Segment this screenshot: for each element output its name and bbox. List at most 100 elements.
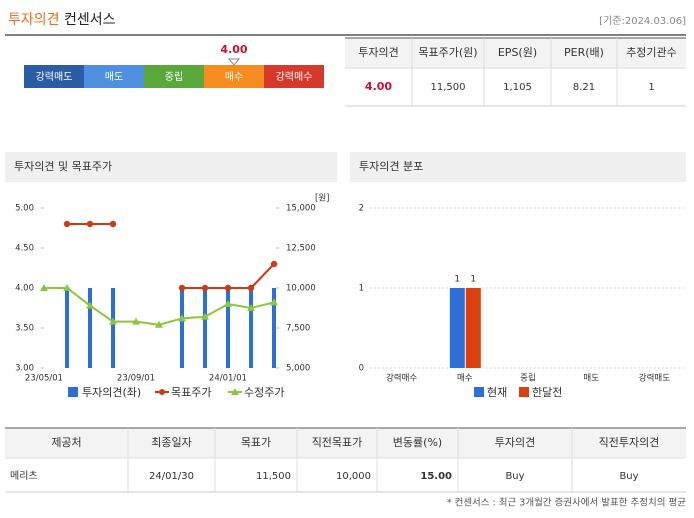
panel-title-bar bbox=[350, 152, 686, 182]
data-label: 1 bbox=[454, 275, 460, 285]
panel-title: 투자의견 분포 bbox=[359, 160, 423, 173]
legend-swatch bbox=[68, 387, 78, 397]
point bbox=[40, 284, 48, 291]
bar bbox=[88, 288, 92, 368]
data-label: 1 bbox=[470, 275, 476, 285]
table-cell: 10,000 bbox=[336, 471, 371, 482]
point bbox=[224, 284, 232, 292]
y-tick-label: 0 bbox=[359, 364, 364, 374]
y-tick-label: 3.50 bbox=[15, 324, 34, 334]
x-tick-label: 23/09/01 bbox=[117, 374, 155, 384]
y-tick-label: 1 bbox=[359, 284, 364, 294]
bar bbox=[449, 288, 465, 368]
bar bbox=[272, 288, 276, 368]
x-tick-label: 24/01/01 bbox=[209, 374, 247, 384]
table-header: PER(배) bbox=[564, 46, 604, 59]
title-main: 컨센서스 bbox=[64, 12, 116, 28]
point bbox=[247, 304, 255, 311]
point bbox=[155, 320, 163, 328]
y2-tick-label: 10,000 bbox=[286, 284, 316, 294]
opinion-label: 중립 bbox=[165, 70, 183, 83]
y-tick-label: 5.00 bbox=[15, 204, 34, 214]
y-tick-label: 3.00 bbox=[15, 364, 34, 374]
point bbox=[178, 284, 186, 292]
point bbox=[132, 317, 140, 325]
table-header: 투자의견 bbox=[495, 436, 535, 449]
bar bbox=[203, 288, 207, 368]
x-tick-label: 매도 bbox=[583, 374, 599, 384]
legend-swatch bbox=[474, 387, 484, 397]
base-date: [기준:2024.03.06] bbox=[599, 15, 686, 27]
page-title: 투자의견 컨센서스 bbox=[8, 12, 116, 28]
table-header: 변동률(%) bbox=[393, 436, 442, 449]
point bbox=[247, 284, 255, 292]
bar bbox=[180, 288, 184, 368]
panel-title: 투자의견 및 목표주가 bbox=[14, 160, 112, 173]
legend-label: 한달전 bbox=[532, 386, 562, 399]
table-header: 투자의견 bbox=[358, 46, 398, 59]
legend-swatch bbox=[519, 387, 529, 397]
point bbox=[201, 284, 209, 292]
legend-marker bbox=[231, 388, 239, 395]
point bbox=[109, 220, 117, 228]
opinion-segment bbox=[264, 65, 324, 88]
table-header: 최종일자 bbox=[151, 435, 191, 449]
point bbox=[270, 298, 278, 306]
y2-tick-label: 7,500 bbox=[286, 324, 310, 334]
footnote: * 컨센서스 : 최근 3개월간 증권사에서 발표한 추정치의 평균 bbox=[447, 497, 686, 509]
legend-label: 투자의견(좌) bbox=[82, 386, 141, 399]
bar bbox=[465, 288, 481, 368]
x-tick-label: 중립 bbox=[520, 374, 536, 384]
table-cell: Buy bbox=[619, 471, 638, 482]
table-header-bg bbox=[345, 38, 686, 68]
table-cell: 4.00 bbox=[365, 80, 392, 93]
x-tick-label: 23/05/01 bbox=[25, 374, 63, 384]
opinion-label: 강력매수 bbox=[276, 71, 313, 83]
legend-label: 현재 bbox=[487, 386, 507, 399]
table-header: 추정기관수 bbox=[626, 46, 677, 59]
point bbox=[270, 260, 278, 268]
y-tick-label: 4.00 bbox=[15, 284, 34, 294]
table-cell: 11,500 bbox=[431, 82, 466, 93]
point bbox=[109, 317, 117, 325]
y-tick-label: 2 bbox=[359, 204, 364, 214]
opinion-segment bbox=[84, 65, 144, 88]
table-header: 제공처 bbox=[51, 436, 81, 449]
legend-marker bbox=[159, 389, 165, 395]
point bbox=[63, 284, 71, 291]
point bbox=[86, 301, 94, 309]
y2-tick-label: 5,000 bbox=[286, 364, 310, 374]
y2-tick-label: 15,000 bbox=[286, 204, 316, 214]
opinion-segment bbox=[144, 65, 204, 88]
bar bbox=[249, 288, 253, 368]
table-cell: 1,105 bbox=[503, 82, 532, 93]
bar bbox=[65, 288, 69, 368]
bar bbox=[226, 288, 230, 368]
table-cell: 메리츠 bbox=[10, 470, 38, 482]
y-tick-label: 4.50 bbox=[15, 244, 34, 254]
title-accent: 투자의견 bbox=[8, 12, 60, 28]
y2-tick-label: 12,500 bbox=[286, 244, 316, 254]
legend-label: 목표주가 bbox=[171, 386, 211, 399]
opinion-label: 매도 bbox=[105, 71, 123, 83]
opinion-label: 강력매도 bbox=[36, 71, 73, 83]
y2-axis-label: [원] bbox=[315, 194, 329, 204]
table-cell: 11,500 bbox=[256, 471, 291, 482]
table-header: 목표주가(원) bbox=[418, 46, 477, 59]
point bbox=[201, 312, 209, 320]
point bbox=[86, 220, 94, 228]
table-cell: 15.00 bbox=[420, 471, 452, 482]
table-cell: 8.21 bbox=[573, 82, 595, 93]
point bbox=[63, 220, 71, 228]
opinion-marker bbox=[227, 58, 241, 66]
table-cell: Buy bbox=[505, 471, 524, 482]
table-header: 목표가 bbox=[241, 436, 271, 449]
bar bbox=[111, 288, 115, 368]
table-header: 직전목표가 bbox=[312, 436, 363, 449]
opinion-label: 매수 bbox=[225, 71, 243, 83]
opinion-value-label: 4.00 bbox=[220, 43, 247, 56]
table-header: EPS(원) bbox=[498, 46, 537, 59]
point bbox=[224, 300, 232, 307]
table-header: 직전투자의견 bbox=[599, 436, 660, 449]
point bbox=[178, 314, 186, 322]
